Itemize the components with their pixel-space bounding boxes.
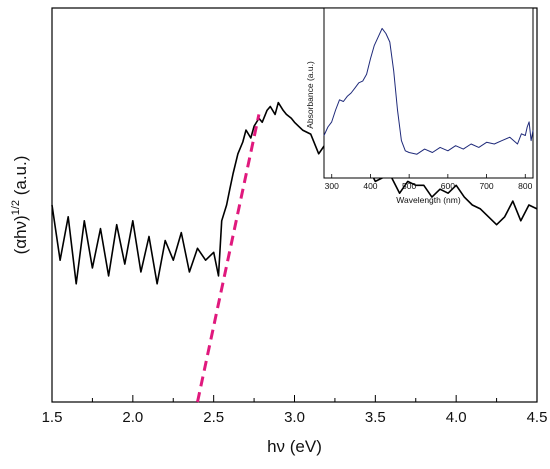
inset-plot: 300 400 500 600 700 800 Wavelength (nm) Absorba… [305,7,534,205]
x-tick-label: 2.5 [203,409,224,426]
tangent-line [196,114,261,403]
y-axis-title-unit: (a.u.) [11,156,30,200]
inset-x-tick-label: 700 [479,181,493,191]
x-tick-label: 4.5 [527,409,548,426]
x-tick-label: 3.0 [284,409,305,426]
y-axis-title-superscript: 1/2 [10,200,22,215]
inset-x-tick-label: 400 [363,181,377,191]
inset-x-tick-label: 500 [402,181,416,191]
inset-x-tick-label: 600 [441,181,455,191]
x-tick-label: 2.0 [122,409,143,426]
inset-x-axis-title: Wavelength (nm) [396,195,461,205]
x-tick-label: 4.0 [446,409,467,426]
inset-y-axis-title: Absorbance (a.u.) [305,61,315,129]
inset-series-line [323,27,534,155]
series-line [51,101,538,285]
main-plot: 1.5 2.0 2.5 3.0 3.5 4.0 4.5 hν (eV) (αhν)1/2 (a.… [10,7,548,456]
y-axis-title: (αhν)1/2 (a.u.) [10,156,30,255]
x-tick-label: 1.5 [42,409,63,426]
inset-x-tick-label: 300 [325,181,339,191]
inset-x-tick-label: 800 [518,181,532,191]
inset-frame [323,7,534,179]
x-tick-label: 3.5 [365,409,386,426]
x-axis-title: hν (eV) [267,437,322,456]
y-axis-title-base: (αhν) [11,215,30,254]
